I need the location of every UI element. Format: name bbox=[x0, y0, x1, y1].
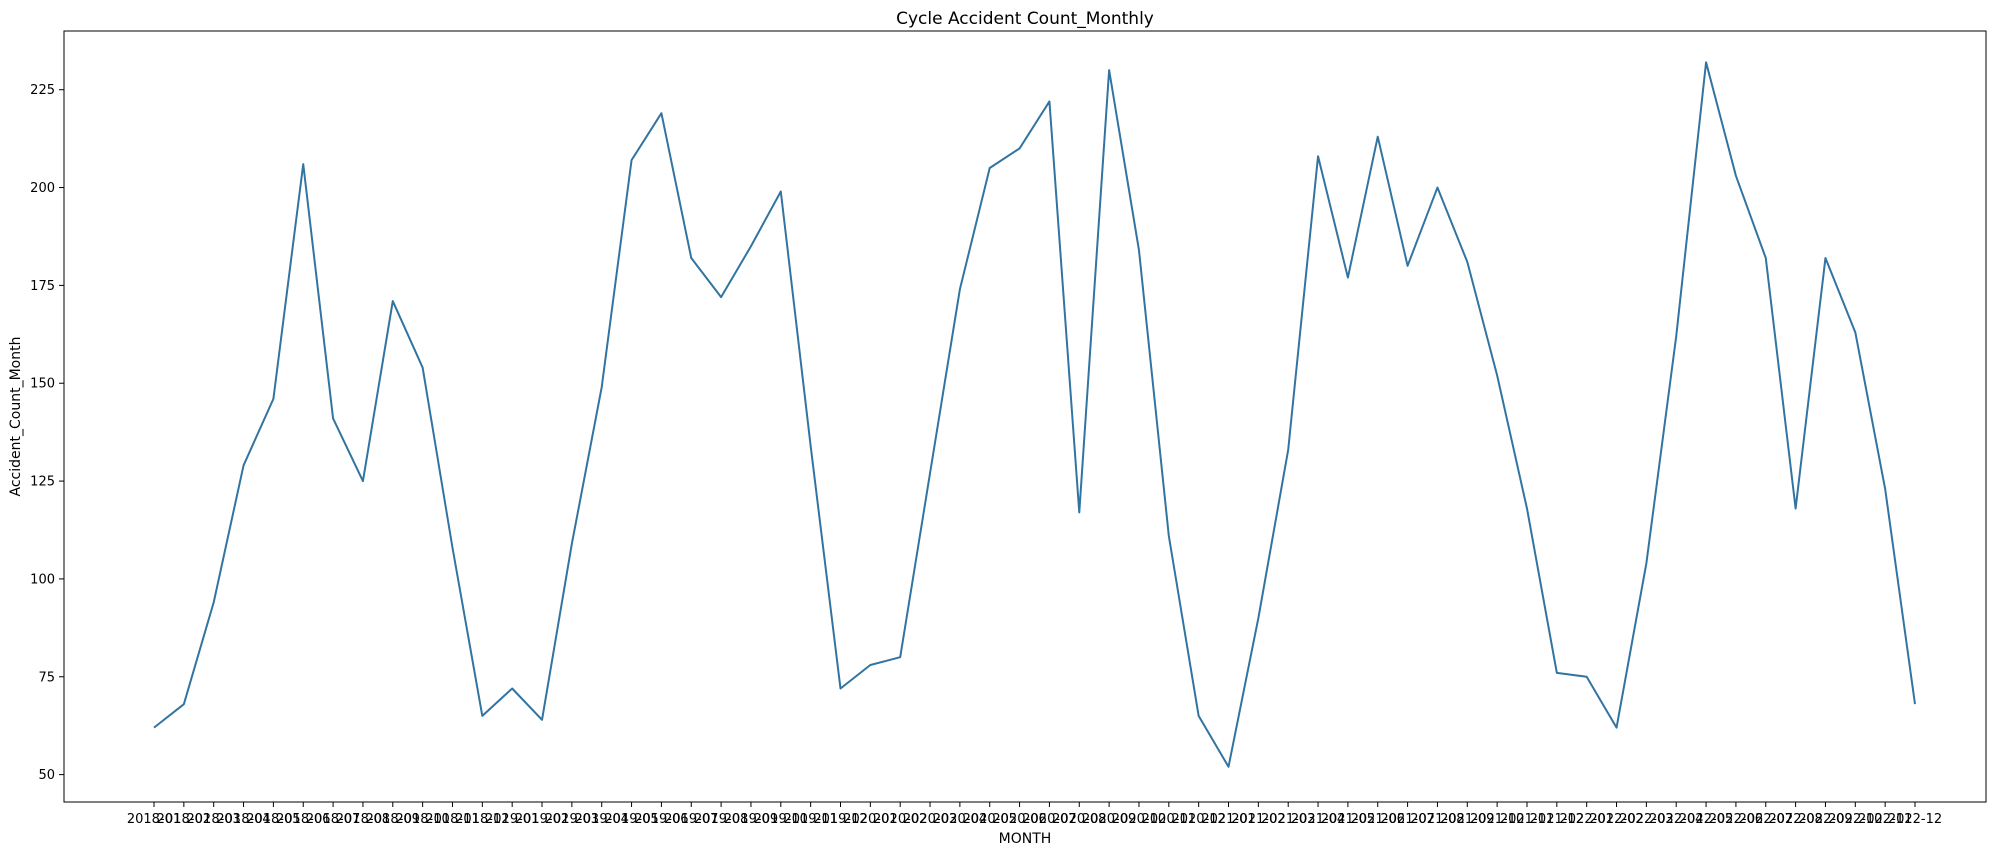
data-points bbox=[153, 61, 1916, 767]
x-tick-label: 2022-10 bbox=[1828, 812, 1882, 827]
x-tick-label: 2018-04 bbox=[216, 812, 270, 827]
x-tick-label: 2020-07 bbox=[1022, 812, 1076, 827]
x-tick-label: 2022-06 bbox=[1709, 812, 1763, 827]
x-tick-label: 2020-04 bbox=[933, 812, 987, 827]
x-tick-label: 2021-05 bbox=[1321, 812, 1375, 827]
x-tick-label: 2020-08 bbox=[1052, 812, 1106, 827]
x-tick-label: 2018-01 bbox=[127, 812, 181, 827]
y-tick-label: 225 bbox=[30, 83, 55, 98]
x-tick-label: 2020-05 bbox=[963, 812, 1017, 827]
x-tick-label: 2018-10 bbox=[395, 812, 449, 827]
series-line bbox=[153, 61, 1916, 768]
x-tick-label: 2019-04 bbox=[575, 812, 629, 827]
x-tick-label: 2018-07 bbox=[306, 812, 360, 827]
x-tick-label: 2021-01 bbox=[1201, 812, 1255, 827]
x-tick-label: 2021-03 bbox=[1261, 812, 1315, 827]
y-tick-label: 100 bbox=[30, 572, 55, 587]
x-tick-label: 2022-05 bbox=[1679, 812, 1733, 827]
x-tick-label: 2021-04 bbox=[1291, 812, 1345, 827]
x-tick-label: 2021-07 bbox=[1380, 812, 1434, 827]
y-tick-label: 125 bbox=[30, 475, 55, 490]
y-axis: 50 75 100 125 150 175 200 225 bbox=[30, 83, 64, 783]
x-tick-label: 2019-06 bbox=[634, 812, 688, 827]
x-tick-label: 2021-08 bbox=[1410, 812, 1464, 827]
x-tick-label: 2019-11 bbox=[783, 812, 837, 827]
x-axis: 2018-012018-022018-032018-042018-052018-… bbox=[127, 802, 1942, 827]
x-tick-label: 2022-09 bbox=[1798, 812, 1852, 827]
x-tick-label: 2020-02 bbox=[873, 812, 927, 827]
y-tick-label: 150 bbox=[30, 377, 55, 392]
x-tick-label: 2020-09 bbox=[1082, 812, 1136, 827]
y-tick-label: 50 bbox=[38, 768, 55, 783]
x-tick-label: 2019-12 bbox=[813, 812, 867, 827]
x-tick-label: 2019-01 bbox=[485, 812, 539, 827]
x-tick-label: 2019-05 bbox=[604, 812, 658, 827]
x-tick-label: 2020-11 bbox=[1142, 812, 1196, 827]
x-tick-label: 2022-03 bbox=[1619, 812, 1673, 827]
x-tick-label: 2018-09 bbox=[366, 812, 420, 827]
x-axis-label: MONTH bbox=[999, 831, 1052, 847]
x-tick-label: 2018-06 bbox=[276, 812, 330, 827]
chart-title: Cycle Accident Count_Monthly bbox=[896, 9, 1154, 29]
x-tick-label: 2021-09 bbox=[1440, 812, 1494, 827]
x-tick-label: 2020-01 bbox=[843, 812, 897, 827]
x-tick-label: 2021-11 bbox=[1500, 812, 1554, 827]
x-tick-label: 2019-07 bbox=[664, 812, 718, 827]
x-tick-label: 2021-02 bbox=[1231, 812, 1285, 827]
x-tick-label: 2018-05 bbox=[246, 812, 300, 827]
plot-area bbox=[63, 30, 1987, 803]
x-tick-label: 2019-08 bbox=[694, 812, 748, 827]
x-tick-label: 2019-03 bbox=[545, 812, 599, 827]
x-tick-label: 2022-04 bbox=[1649, 812, 1703, 827]
x-tick-label: 2020-03 bbox=[903, 812, 957, 827]
x-tick-label: 2018-03 bbox=[187, 812, 241, 827]
y-tick-label: 200 bbox=[30, 181, 55, 196]
x-tick-label: 2019-10 bbox=[754, 812, 808, 827]
x-tick-label: 2018-12 bbox=[455, 812, 509, 827]
x-tick-label: 2020-12 bbox=[1171, 812, 1225, 827]
x-tick-label: 2021-12 bbox=[1530, 812, 1584, 827]
x-tick-label: 2022-02 bbox=[1589, 812, 1643, 827]
y-axis-label: Accident_Count_Month bbox=[8, 337, 24, 497]
x-tick-label: 2022-01 bbox=[1560, 812, 1614, 827]
x-tick-label: 2022-12 bbox=[1888, 812, 1942, 827]
x-tick-label: 2018-11 bbox=[425, 812, 479, 827]
x-tick-label: 2022-11 bbox=[1858, 812, 1912, 827]
x-tick-label: 2018-08 bbox=[336, 812, 390, 827]
x-tick-label: 2020-10 bbox=[1112, 812, 1166, 827]
plot-frame bbox=[63, 30, 1987, 803]
x-tick-label: 2022-07 bbox=[1739, 812, 1793, 827]
x-tick-label: 2022-08 bbox=[1768, 812, 1822, 827]
x-tick-label: 2019-02 bbox=[515, 812, 569, 827]
x-tick-label: 2018-02 bbox=[157, 812, 211, 827]
y-tick-label: 75 bbox=[38, 670, 55, 685]
x-tick-label: 2021-06 bbox=[1351, 812, 1405, 827]
y-tick-label: 175 bbox=[30, 279, 55, 294]
x-tick-label: 2020-06 bbox=[992, 812, 1046, 827]
x-tick-label: 2021-10 bbox=[1470, 812, 1524, 827]
x-tick-label: 2019-09 bbox=[724, 812, 778, 827]
